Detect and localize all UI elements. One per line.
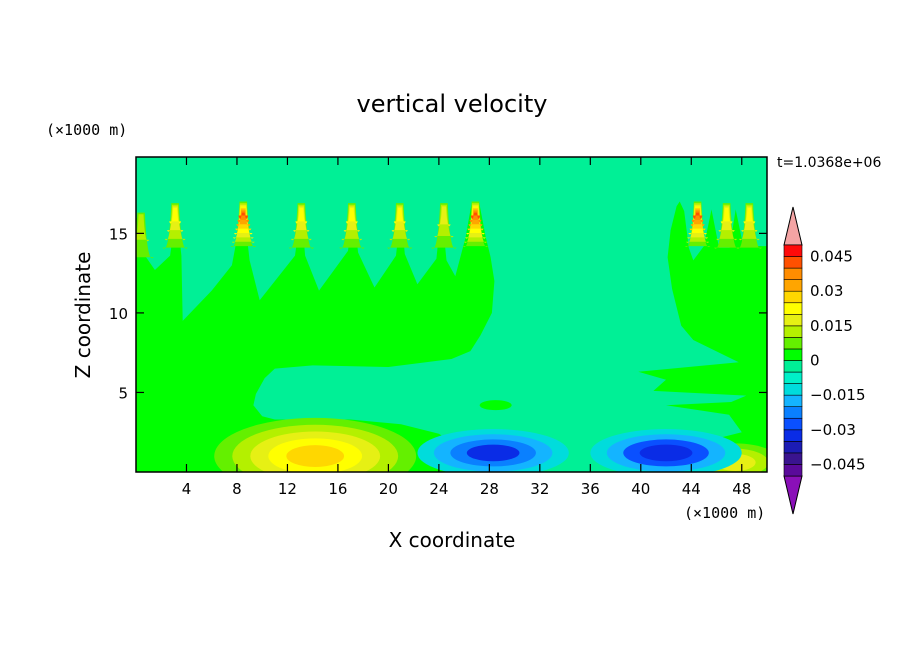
- low-level-updraft-core: [214, 417, 417, 472]
- colorbar-label: 0.045: [810, 248, 853, 266]
- low-level-updraft-core-level: [286, 445, 345, 467]
- colorbar-cell: [783, 452, 803, 465]
- updraft-region-right: [623, 201, 767, 472]
- x-tick-label: 20: [379, 480, 398, 498]
- plume: [136, 212, 154, 259]
- colorbar-label: −0.045: [810, 455, 866, 473]
- plume-level: [169, 207, 182, 224]
- colorbar-cell: [783, 406, 803, 419]
- plume: [230, 201, 256, 248]
- x-ticks: 4 8 12 16 20 24 28 32 36 40 44 48: [182, 157, 751, 498]
- downdraft-2: [590, 429, 742, 472]
- x-tick-label: 28: [480, 480, 499, 498]
- updraft-region-left: [136, 203, 495, 472]
- x-tick-label: 36: [581, 480, 600, 498]
- downdraft-2-level: [639, 444, 693, 462]
- plume-level: [136, 214, 150, 242]
- colorbar-label: 0: [810, 352, 820, 370]
- y-tick-label: 5: [118, 384, 128, 402]
- colorbar-cell: [783, 313, 803, 327]
- plume-level: [469, 211, 482, 223]
- x-tick-label: 44: [682, 480, 701, 498]
- colorbar-cell: [783, 429, 803, 442]
- plume-level: [720, 207, 733, 224]
- colorbar-cell: [783, 371, 803, 384]
- weak-updraft-spot: [479, 400, 512, 411]
- colorbar-cell: [783, 383, 803, 396]
- colorbar-cell: [783, 244, 803, 257]
- plume-level: [691, 211, 704, 223]
- colorbar-label: 0.03: [810, 282, 843, 300]
- plume-level: [345, 207, 358, 224]
- x-tick-label: 40: [631, 480, 650, 498]
- x-tick-label: 4: [182, 480, 192, 498]
- plume: [162, 203, 188, 249]
- colorbar-cell: [783, 279, 803, 292]
- colorbar-cell: [783, 325, 803, 338]
- plume: [462, 201, 489, 248]
- plume-level: [295, 207, 308, 224]
- plume-level: [692, 212, 703, 219]
- plume-level: [743, 207, 756, 224]
- colorbar-label: 0.015: [810, 317, 853, 335]
- downdraft-1-level: [466, 444, 520, 462]
- colorbar-cell: [783, 290, 803, 304]
- x-tick-label: 32: [530, 480, 549, 498]
- y-axis-label: Z coordinate: [71, 252, 95, 379]
- plume: [736, 203, 762, 249]
- time-label: t=1.0368e+06: [777, 155, 881, 171]
- downdraft-1: [417, 429, 569, 472]
- colorbar-label: −0.03: [810, 421, 856, 439]
- plume: [431, 203, 457, 249]
- colorbar-cell: [783, 337, 803, 350]
- plume-level: [237, 211, 250, 223]
- plume-level: [393, 207, 406, 224]
- x-tick-label: 48: [732, 480, 751, 498]
- plume: [387, 203, 413, 249]
- x-axis-label: X coordinate: [389, 528, 516, 552]
- colorbar-cell: [783, 417, 803, 431]
- plume-level: [437, 206, 451, 227]
- plume-level: [238, 212, 249, 219]
- colorbar-cell: [783, 302, 803, 315]
- x-axis-unit: (×1000 m): [684, 504, 765, 522]
- y-tick-label: 10: [109, 305, 128, 323]
- plot-frame: [135, 156, 768, 473]
- y-tick-label: 15: [109, 225, 128, 243]
- colorbar-cell: [783, 464, 803, 477]
- plume-level: [470, 212, 481, 219]
- plume: [713, 203, 740, 249]
- colorbar-cell: [783, 360, 803, 373]
- plume: [288, 203, 314, 249]
- y-ticks: 5 10 15: [109, 225, 767, 402]
- y-axis-unit: (×1000 m): [46, 121, 127, 139]
- colorbar-label: −0.015: [810, 386, 866, 404]
- x-tick-label: 8: [232, 480, 242, 498]
- x-tick-label: 16: [328, 480, 347, 498]
- plume: [684, 201, 711, 248]
- chart-title: vertical velocity: [357, 90, 548, 118]
- colorbar-cell: [783, 256, 803, 269]
- colorbar-cell: [783, 441, 803, 454]
- plume: [339, 203, 365, 249]
- x-tick-label: 12: [278, 480, 297, 498]
- colorbar-cell: [783, 348, 803, 361]
- x-tick-label: 24: [429, 480, 448, 498]
- colorbar: 0.045 0.03 0.015 0 −0.015 −0.03 −0.045: [783, 206, 866, 515]
- contour-field: [136, 157, 767, 472]
- colorbar-cell: [783, 394, 803, 407]
- colorbar-cell: [783, 267, 803, 280]
